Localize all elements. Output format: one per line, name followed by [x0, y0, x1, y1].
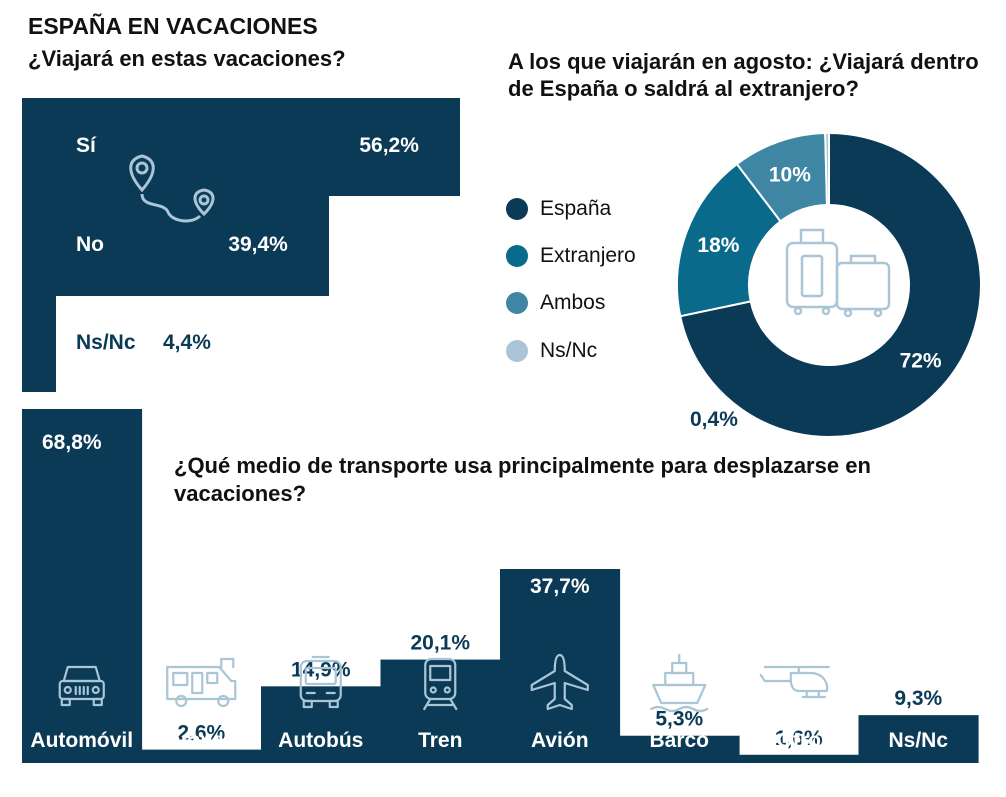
route-pin-icon: [120, 150, 220, 230]
transport-category-label: Otro: [777, 729, 821, 752]
transport-value-label: 20,1%: [410, 632, 470, 655]
transport-category-label: Automóvil: [30, 729, 133, 752]
transport-bar: [261, 686, 382, 763]
legend-swatch: [506, 340, 528, 362]
transport-value-label: 68,8%: [42, 431, 102, 454]
q1-category-label: Sí: [76, 134, 96, 157]
q1-value-label: 4,4%: [163, 331, 211, 354]
legend-swatch: [506, 198, 528, 220]
transport-category-label: Avión: [531, 729, 589, 752]
transport-bar: [500, 569, 621, 763]
transport-category-label: Barco: [649, 729, 709, 752]
q1-value-label: 56,2%: [359, 134, 419, 157]
transport-value-label: 5,3%: [655, 708, 703, 731]
donut-value-label: 18%: [697, 234, 739, 257]
legend-label: España: [540, 197, 612, 220]
transport-bar: [858, 715, 979, 763]
transport-value-label: 9,3%: [894, 687, 942, 710]
transport-category-label: Ns/Nc: [888, 729, 948, 752]
luggage-icon: [785, 228, 891, 318]
plane-icon: [530, 653, 589, 711]
main-title: ESPAÑA EN VACACIONES: [28, 13, 318, 39]
legend-swatch: [506, 245, 528, 267]
donut-value-label: 72%: [900, 349, 942, 372]
transport-bar: [739, 754, 860, 763]
donut-value-label: 10%: [769, 164, 811, 187]
legend-swatch: [506, 292, 528, 314]
q3-title: ¿Qué medio de transporte usa principalme…: [174, 453, 871, 506]
donut-slice: [679, 131, 982, 438]
legend-label: Ambos: [540, 291, 606, 314]
transport-category-label: Autobús: [278, 729, 363, 752]
transport-bar: [141, 749, 262, 763]
transport-bar: [22, 409, 143, 763]
car-icon: [58, 665, 105, 707]
q1-title: ¿Viajará en estas vacaciones?: [28, 46, 346, 71]
q1-category-label: Ns/Nc: [76, 331, 136, 354]
legend-item: Extranjero: [506, 242, 636, 270]
transport-bar: [619, 735, 740, 763]
transport-value-label: 37,7%: [530, 575, 590, 598]
ship-icon: [650, 653, 709, 713]
transport-value-label: 1,6%: [775, 727, 823, 750]
camper-icon: [166, 657, 237, 708]
helicopter-icon: [759, 665, 830, 699]
transport-category-label: Caravana: [154, 729, 249, 752]
legend-item: Ns/Nc: [506, 337, 597, 365]
legend-label: Extranjero: [540, 244, 636, 267]
legend-item: España: [506, 195, 611, 223]
transport-category-label: Tren: [418, 729, 462, 752]
legend-item: Ambos: [506, 289, 605, 317]
legend-label: Ns/Nc: [540, 339, 598, 362]
q2-title: A los que viajarán en agosto: ¿Viajará d…: [508, 49, 979, 101]
donut-slice: [824, 131, 830, 207]
q1-category-label: No: [76, 233, 104, 256]
transport-value-label: 2,6%: [177, 722, 225, 745]
donut-value-label: 0,4%: [690, 408, 738, 431]
q1-bar: [22, 196, 330, 296]
bus-icon: [299, 655, 342, 709]
transport-bar: [380, 659, 501, 763]
q1-bar: [22, 296, 57, 392]
q1-value-label: 39,4%: [228, 233, 288, 256]
train-icon: [423, 657, 458, 711]
q1-bar: [22, 98, 461, 196]
